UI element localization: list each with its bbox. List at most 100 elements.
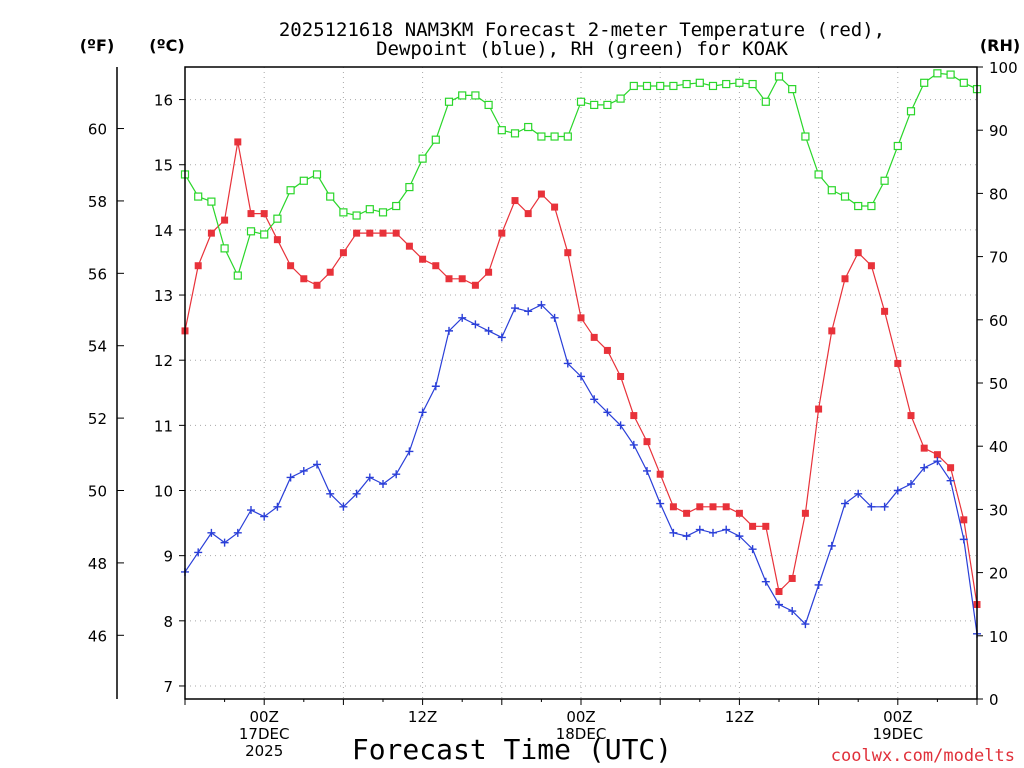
celsius-tick-label: 8 xyxy=(163,613,173,631)
dewpoint-point xyxy=(841,499,849,508)
rh-point xyxy=(682,79,691,89)
rh-point xyxy=(827,186,836,195)
rh-point xyxy=(194,192,203,201)
rh-point xyxy=(946,70,955,79)
rh-point xyxy=(207,197,216,206)
temperature-point xyxy=(379,229,387,237)
rh-point xyxy=(299,176,308,185)
temperature-point xyxy=(287,262,295,270)
celsius-tick-label: 11 xyxy=(154,417,173,435)
rh-tick-label: 100 xyxy=(989,59,1018,77)
temperature-point xyxy=(392,229,400,237)
rh-tick-label: 70 xyxy=(989,249,1008,267)
dewpoint-point xyxy=(735,532,744,541)
temperature-point xyxy=(445,275,453,283)
rh-tick-label: 90 xyxy=(989,122,1008,140)
temperature-point xyxy=(788,574,796,582)
time-tick-label: 18DEC xyxy=(556,725,607,743)
celsius-tick-label: 14 xyxy=(154,222,173,240)
celsius-tick-label: 7 xyxy=(163,678,173,696)
dewpoint-point xyxy=(379,479,387,488)
dewpoint-point xyxy=(220,538,229,547)
chart-title-line1: 2025121618 NAM3KM Forecast 2-meter Tempe… xyxy=(279,19,885,41)
rh-axis: 0 10 20 30 40 50 60 70 80 90 100 xyxy=(977,59,1018,709)
dewpoint-point xyxy=(537,300,546,309)
rh-point xyxy=(497,126,506,135)
rh-point xyxy=(458,91,467,100)
rh-point xyxy=(576,97,586,106)
time-tick-label: 19DEC xyxy=(873,725,924,743)
dewpoint-point xyxy=(194,548,203,557)
dewpoint-point xyxy=(273,502,282,511)
temperature-point xyxy=(273,236,281,244)
dewpoint-point xyxy=(524,307,533,316)
dewpoint-point xyxy=(392,470,401,479)
dewpoint-point xyxy=(458,313,467,322)
rh-point xyxy=(312,170,322,179)
time-tick-label: 17DEC xyxy=(239,725,290,743)
rh-point xyxy=(695,78,704,87)
rh-point xyxy=(444,97,454,106)
temperature-point xyxy=(933,451,941,459)
celsius-tick-label: 16 xyxy=(154,92,173,110)
series-rh xyxy=(180,69,982,280)
temperature-point xyxy=(722,503,730,511)
temperature-point xyxy=(590,333,598,341)
temperature-point xyxy=(313,281,321,289)
chart-title-line2: Dewpoint (blue), RH (green) for KOAK xyxy=(376,38,788,60)
temperature-point xyxy=(735,509,743,517)
temperature-point xyxy=(551,203,559,211)
temperature-point xyxy=(485,268,493,276)
rh-point xyxy=(920,78,929,87)
dewpoint-point xyxy=(946,476,955,485)
rh-point xyxy=(603,100,612,110)
rh-point xyxy=(273,214,282,223)
fahrenheit-unit-label: (ºF) xyxy=(80,36,115,55)
temperature-point xyxy=(471,281,479,289)
rh-point xyxy=(326,192,335,201)
rh-point xyxy=(378,208,388,217)
fahrenheit-tick-label: 58 xyxy=(88,193,107,211)
temperature-point xyxy=(564,249,572,257)
temperature-point xyxy=(854,249,862,257)
rh-point xyxy=(471,91,480,100)
dewpoint-point xyxy=(511,304,519,313)
rh-point xyxy=(418,154,427,163)
time-tick-label: 00Z xyxy=(566,708,595,726)
dewpoint-point xyxy=(299,466,308,475)
rh-tick-label: 0 xyxy=(989,691,999,709)
temperature-point xyxy=(920,444,928,452)
rh-point xyxy=(392,201,401,211)
plot-frame xyxy=(184,66,978,700)
temperature-point xyxy=(643,438,651,446)
rh-point xyxy=(563,132,572,141)
rh-point xyxy=(959,78,968,87)
dewpoint-point xyxy=(313,460,321,469)
rh-point xyxy=(748,79,757,89)
watermark: coolwx.com/modelts xyxy=(831,746,1015,766)
dewpoint-point xyxy=(643,466,651,475)
rh-tick-label: 30 xyxy=(989,501,1008,519)
rh-point xyxy=(246,227,256,236)
dewpoint-point xyxy=(484,326,493,335)
temperature-point xyxy=(432,262,440,270)
dewpoint-point xyxy=(247,506,255,515)
temperature-point xyxy=(260,210,268,218)
time-tick-label: 00Z xyxy=(250,708,279,726)
dewpoint-point xyxy=(748,545,757,554)
fahrenheit-tick-label: 52 xyxy=(88,410,107,428)
dewpoint-point xyxy=(775,600,783,609)
rh-point xyxy=(616,94,625,103)
dewpoint-point xyxy=(907,479,915,488)
temperature-point xyxy=(841,275,849,283)
rh-tick-label: 40 xyxy=(989,438,1008,456)
temperature-point xyxy=(419,255,427,263)
dewpoint-point xyxy=(722,525,731,534)
dewpoint-point xyxy=(814,580,823,589)
series-dewpoint xyxy=(181,300,981,638)
dewpoint-point xyxy=(497,333,506,342)
dewpoint-point xyxy=(695,525,704,534)
temperature-point xyxy=(498,229,506,237)
grid xyxy=(185,67,977,699)
rh-point xyxy=(510,129,520,138)
